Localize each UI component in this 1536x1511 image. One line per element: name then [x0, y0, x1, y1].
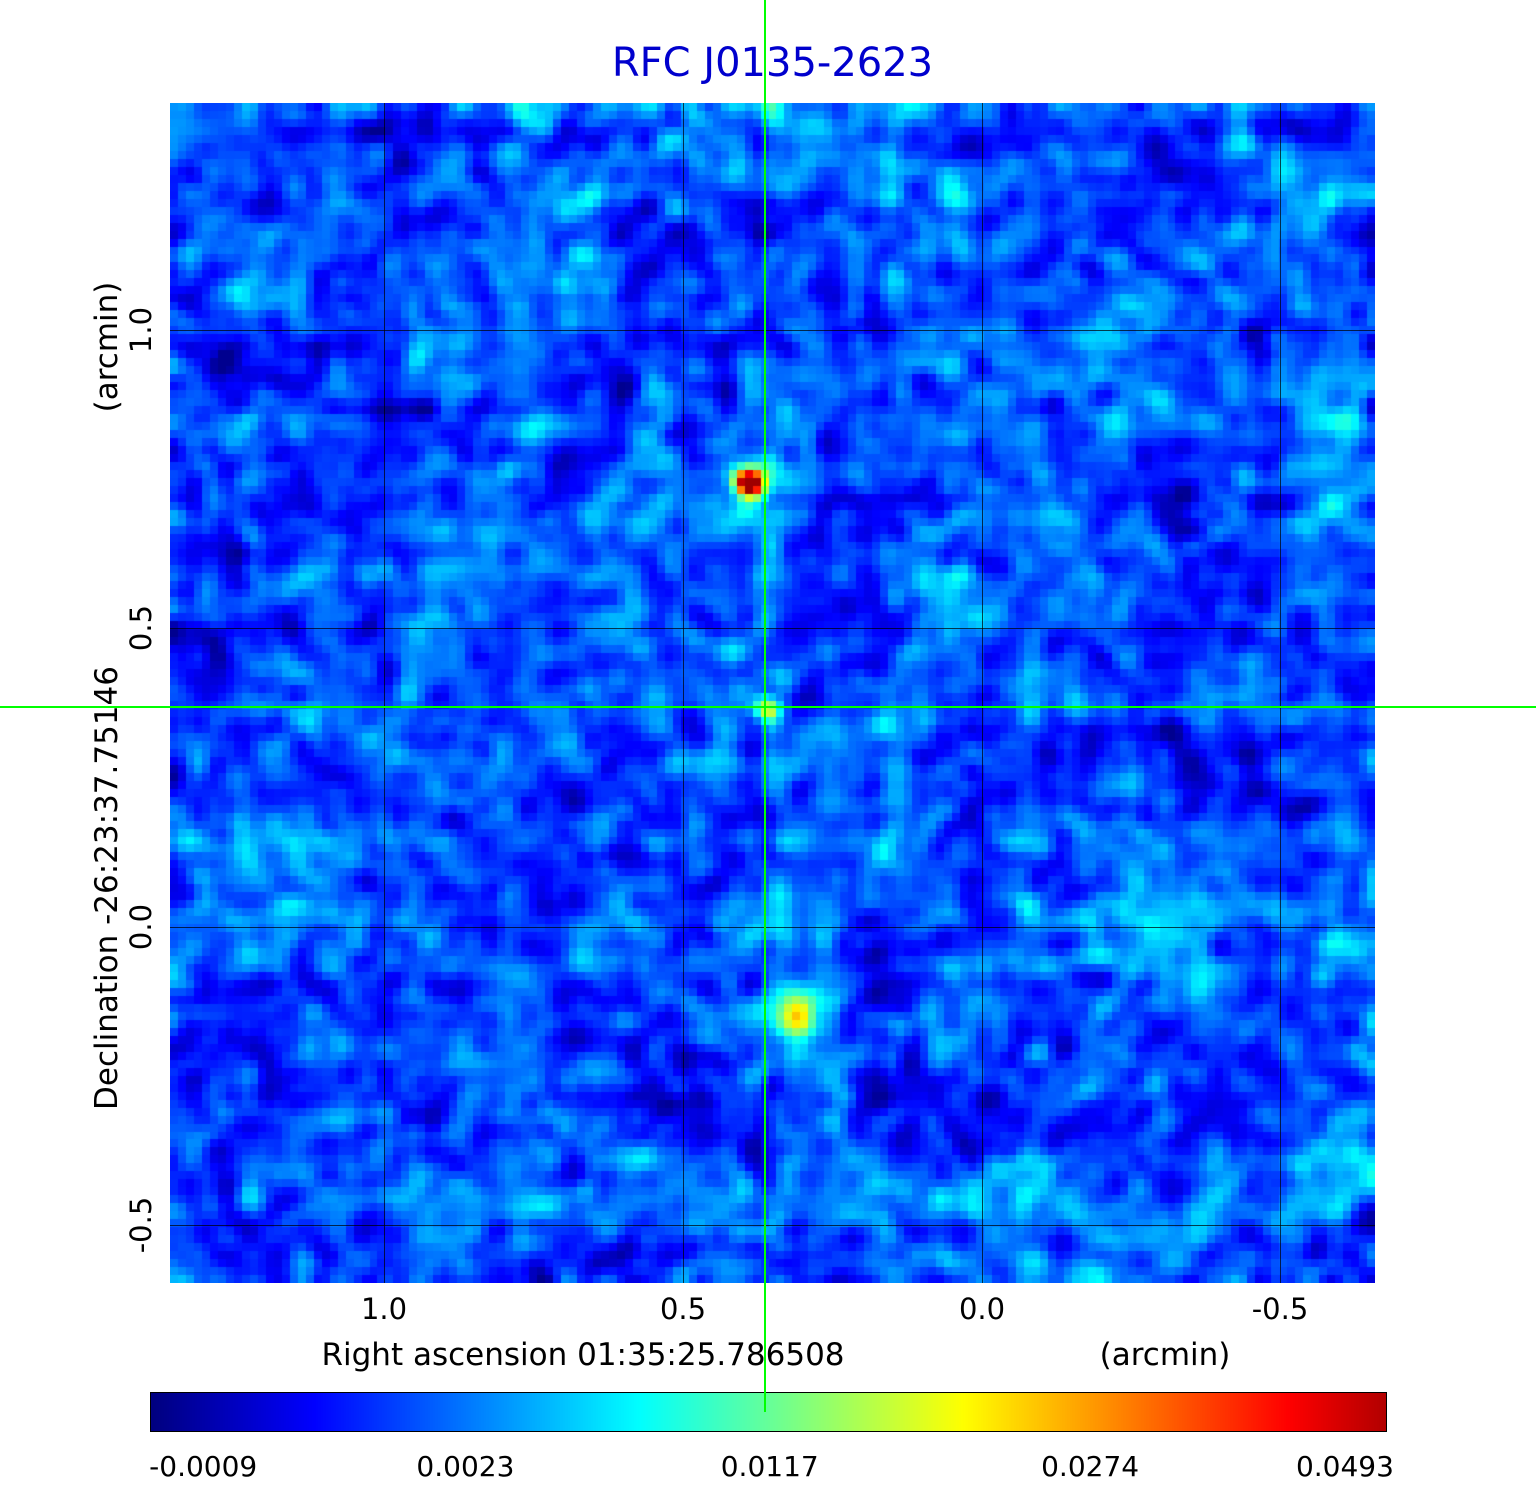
x-axis-tick-label: -0.5 [1251, 1292, 1309, 1326]
radio-intensity-map [170, 103, 1375, 1283]
grid-line-vertical [982, 103, 983, 1283]
intensity-map-canvas [170, 103, 1375, 1283]
colorbar [150, 1392, 1387, 1432]
colorbar-tick-label: 0.0493 [1295, 1450, 1394, 1483]
colorbar-tick-label: 0.0117 [720, 1450, 819, 1483]
y-axis-tick-label: 1.0 [124, 306, 158, 354]
grid-line-vertical [683, 103, 684, 1283]
x-axis-tick-label: 0.5 [659, 1292, 707, 1326]
y-axis-unit-label: (arcmin) [89, 281, 125, 413]
colorbar-tick-label: 0.0023 [416, 1450, 515, 1483]
grid-line-vertical [384, 103, 385, 1283]
x-axis-label: Right ascension 01:35:25.786508 [321, 1337, 845, 1373]
grid-line-horizontal [170, 628, 1375, 629]
y-axis-tick-label: 0.5 [124, 604, 158, 652]
x-axis-tick-label: 1.0 [360, 1292, 408, 1326]
x-axis-unit-label: (arcmin) [1099, 1337, 1231, 1373]
x-axis-tick-label: 0.0 [958, 1292, 1006, 1326]
y-axis-tick-label: 0.0 [124, 903, 158, 951]
colorbar-gradient-canvas [151, 1393, 1386, 1431]
crosshair-horizontal-line [0, 706, 1536, 708]
grid-line-horizontal [170, 1225, 1375, 1226]
colorbar-labels: -0.0009 0.0023 0.0117 0.0274 0.0493 [149, 1450, 1394, 1486]
y-axis-label: Declination -26:23:37.75146 [89, 666, 125, 1110]
page-title: RFC J0135-2623 [611, 40, 934, 86]
y-axis-tick-label: -0.5 [124, 1196, 158, 1254]
colorbar-tick-label: 0.0274 [1041, 1450, 1140, 1483]
colorbar-tick-label: -0.0009 [149, 1450, 258, 1483]
grid-line-vertical [1280, 103, 1281, 1283]
grid-line-horizontal [170, 330, 1375, 331]
grid-line-horizontal [170, 927, 1375, 928]
